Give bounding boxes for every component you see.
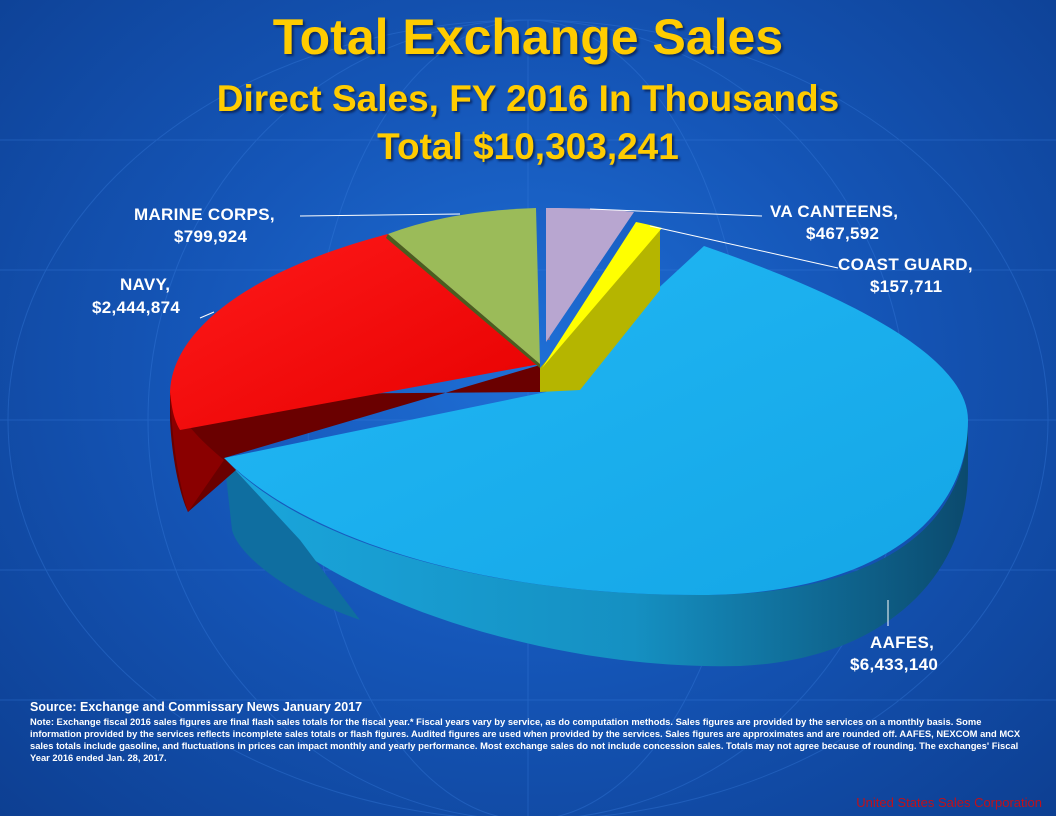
chart-subtitle: Direct Sales, FY 2016 In Thousands bbox=[216, 78, 840, 119]
label-cg-name: COAST GUARD, bbox=[838, 255, 973, 274]
label-va-name: VA CANTEENS, bbox=[770, 202, 898, 221]
chart-title: Total Exchange Sales bbox=[272, 9, 784, 65]
pie-slice-coast-guard bbox=[542, 222, 662, 368]
label-cg-value: $157,711 bbox=[870, 277, 942, 296]
pie-slice-marine-corps bbox=[388, 208, 540, 364]
leader-navy bbox=[199, 311, 215, 319]
pie-slice-va-canteens bbox=[546, 208, 634, 342]
chart-total: Total $10,303,241 bbox=[377, 126, 679, 167]
pie-slice-marine-corps-side bbox=[386, 234, 540, 368]
pie-slice-navy bbox=[170, 234, 540, 430]
label-navy-value: $2,444,874 bbox=[92, 298, 180, 317]
leader-mc bbox=[299, 213, 461, 217]
pie-slice-coast-guard-side bbox=[540, 230, 660, 392]
label-aafes-name: AAFES, bbox=[870, 633, 934, 652]
label-mc-name: MARINE CORPS, bbox=[134, 205, 275, 224]
leader-va bbox=[589, 208, 763, 217]
label-navy-name: NAVY, bbox=[120, 275, 170, 294]
label-mc-value: $799,924 bbox=[174, 227, 248, 246]
label-aafes-value: $6,433,140 bbox=[850, 655, 938, 674]
label-va-value: $467,592 bbox=[806, 224, 879, 243]
credit-text: United States Sales Corporation bbox=[856, 795, 1042, 810]
source-text: Source: Exchange and Commissary News Jan… bbox=[30, 700, 363, 714]
pie-slice-aafes bbox=[224, 246, 968, 595]
pie-slice-aafes-edge bbox=[224, 458, 360, 620]
pie-slice-aafes-side bbox=[224, 420, 968, 667]
leader-cg bbox=[649, 225, 839, 269]
note-text: Note: Exchange fiscal 2016 sales figures… bbox=[30, 716, 1021, 763]
